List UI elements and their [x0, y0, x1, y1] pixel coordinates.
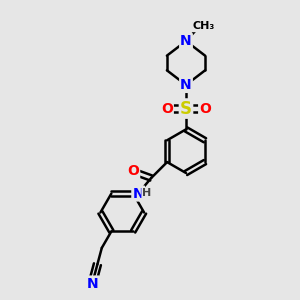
- Text: O: O: [161, 102, 173, 116]
- Text: S: S: [180, 100, 192, 118]
- Text: N: N: [180, 78, 192, 92]
- Text: N: N: [87, 277, 99, 290]
- Text: N: N: [180, 34, 192, 48]
- Text: H: H: [142, 188, 151, 198]
- Text: O: O: [199, 102, 211, 116]
- Text: O: O: [127, 164, 139, 178]
- Text: N: N: [132, 187, 144, 200]
- Text: CH₃: CH₃: [193, 21, 215, 31]
